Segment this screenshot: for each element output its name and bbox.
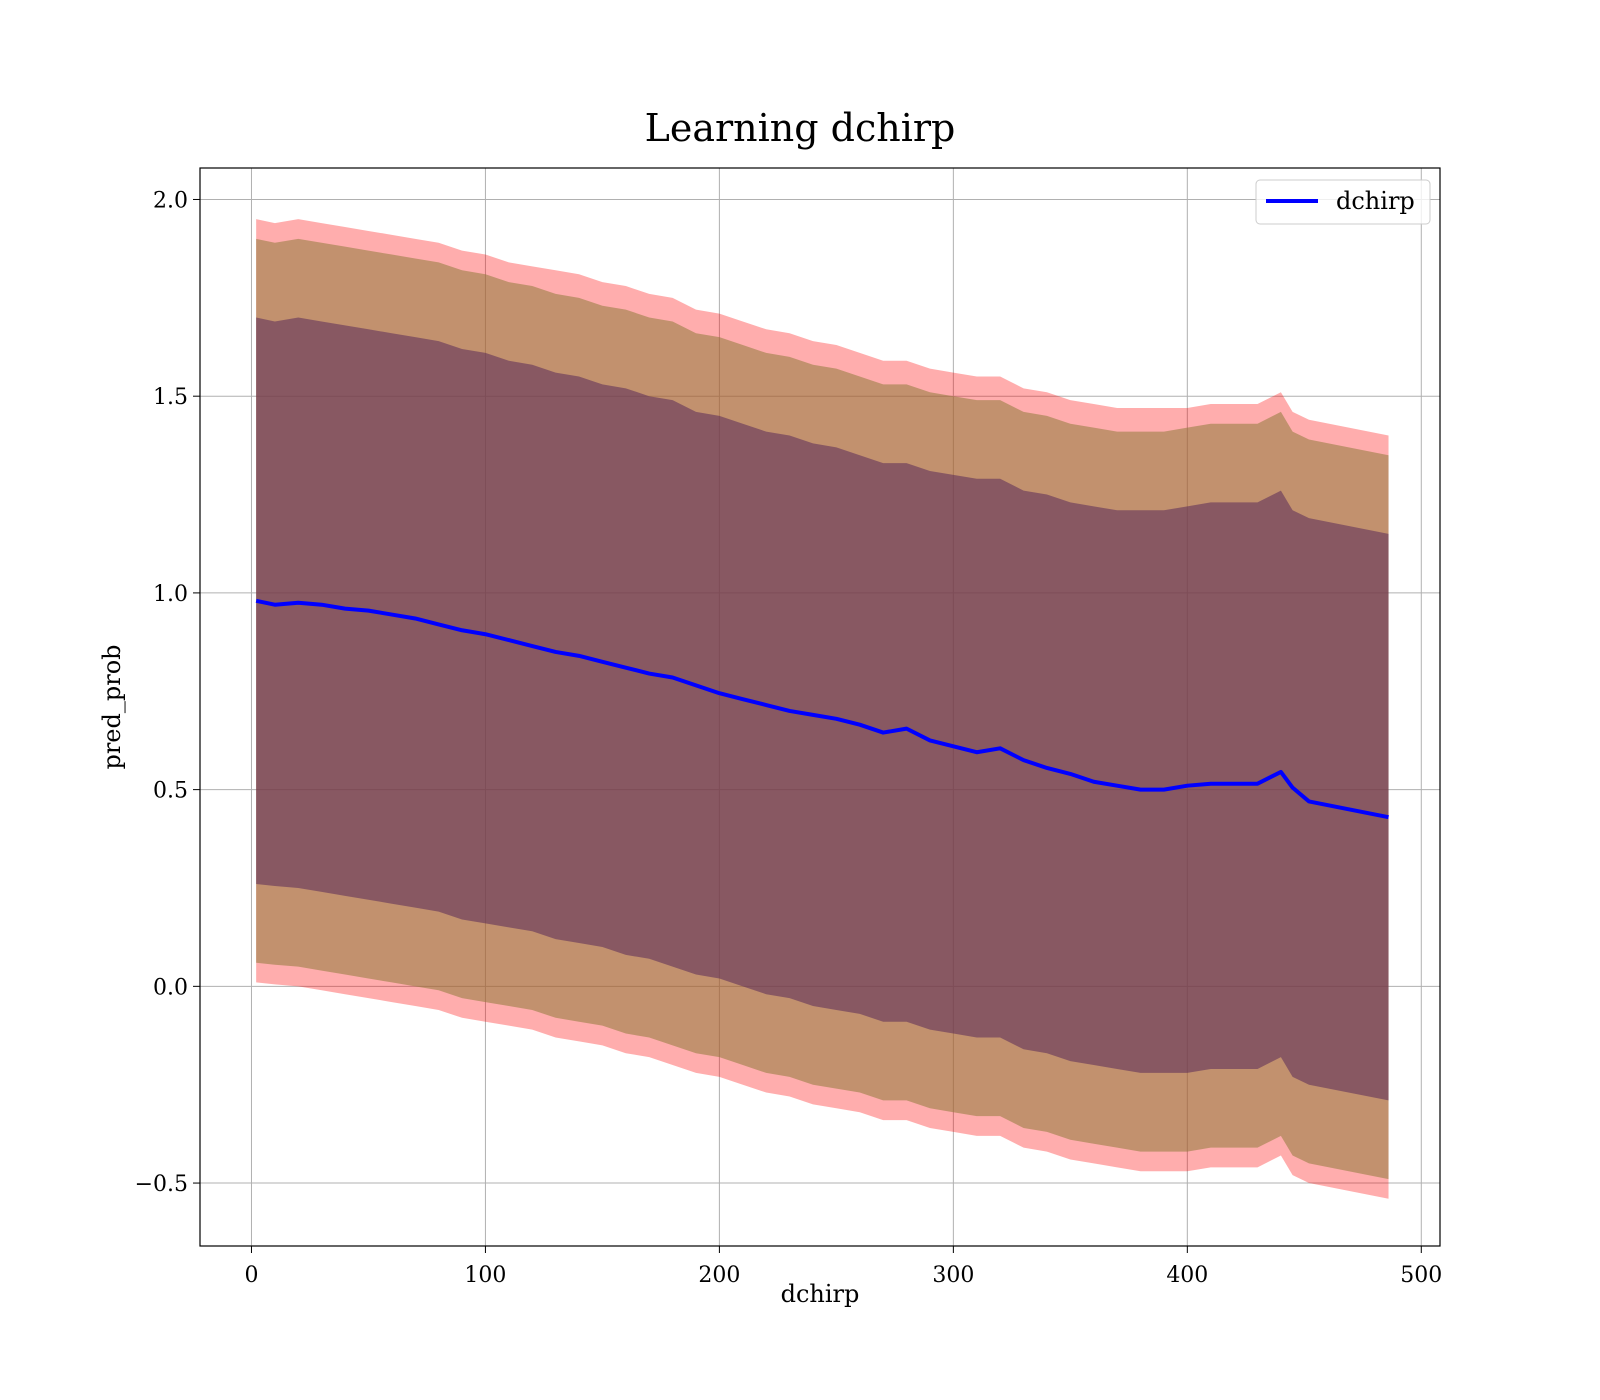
x-axis-ticks: 0 100 200 300 400 500 [244, 1246, 1442, 1288]
y-tick-label: 1.5 [153, 385, 188, 410]
confidence-bands [256, 219, 1389, 1199]
y-tick-label: 2.0 [153, 188, 188, 213]
legend-box [1255, 179, 1431, 225]
chart-title: Learning dchirp [645, 106, 956, 150]
y-tick-label: 0.0 [153, 975, 188, 1000]
x-tick-label: 500 [1400, 1263, 1442, 1288]
y-tick-label: 1.0 [153, 582, 188, 607]
x-tick-label: 100 [464, 1263, 506, 1288]
series-line-dchirp [255, 598, 1389, 820]
x-tick-label: 400 [1166, 1263, 1208, 1288]
band-inner [256, 317, 1389, 1101]
x-axis-label: dchirp [781, 1280, 860, 1308]
legend: dchirp [1255, 179, 1431, 225]
y-axis-label: pred_prob [98, 644, 126, 769]
plot-frame [199, 167, 1441, 1247]
x-tick-label: 200 [698, 1263, 740, 1288]
legend-label: dchirp [1336, 187, 1415, 215]
x-tick-label: 300 [932, 1263, 974, 1288]
series-lines [255, 598, 1389, 820]
y-tick-label: 0.5 [153, 779, 188, 804]
y-tick-label: −0.5 [135, 1172, 188, 1197]
y-axis-ticks: −0.5 0.0 0.5 1.0 1.5 2.0 [135, 188, 200, 1197]
x-tick-label: 0 [244, 1263, 258, 1288]
